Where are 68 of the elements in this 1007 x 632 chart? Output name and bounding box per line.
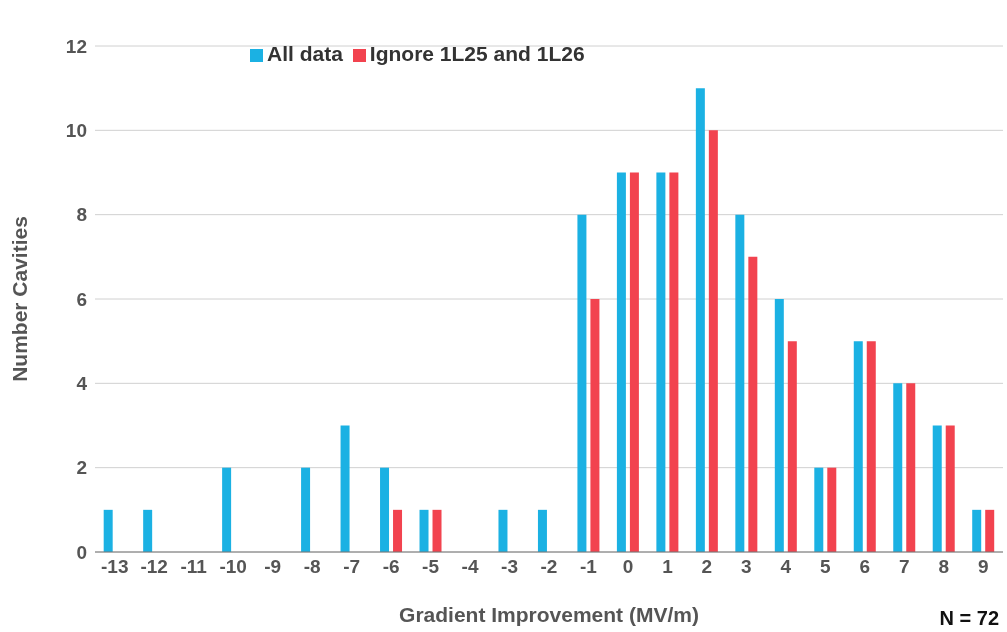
- bar: [708, 130, 718, 552]
- x-tick-label: 5: [820, 556, 832, 578]
- bar: [945, 425, 955, 552]
- bar: [222, 467, 232, 552]
- x-tick-label: -10: [219, 556, 247, 578]
- x-tick-label: 8: [938, 556, 950, 578]
- bar: [787, 341, 797, 552]
- bar: [774, 299, 784, 552]
- bar: [656, 172, 666, 552]
- bar: [380, 467, 390, 552]
- bar: [537, 509, 547, 552]
- bar: [932, 425, 942, 552]
- bar: [577, 214, 587, 552]
- x-tick-label: -3: [501, 556, 518, 578]
- bar: [748, 256, 758, 552]
- y-tick-label: 6: [76, 288, 87, 310]
- x-tick-label: -12: [140, 556, 168, 578]
- x-tick-label: -11: [180, 556, 208, 578]
- bar: [498, 509, 508, 552]
- bar: [735, 214, 745, 552]
- legend-label: Ignore 1L25 and 1L26: [369, 42, 585, 65]
- x-tick-label: -7: [343, 556, 361, 578]
- x-tick-label: 4: [780, 556, 792, 578]
- y-tick-label: 12: [65, 35, 87, 57]
- bar: [301, 467, 311, 552]
- bar: [432, 509, 442, 552]
- x-tick-label: 9: [977, 556, 989, 578]
- bar: [616, 172, 626, 552]
- y-tick-label: 8: [76, 204, 87, 226]
- x-tick-label: 2: [701, 556, 713, 578]
- bar: [669, 172, 679, 552]
- y-tick-label: 4: [76, 373, 88, 395]
- bar: [103, 509, 113, 552]
- text: N = 72: [939, 607, 999, 630]
- x-tick-label: 7: [899, 556, 910, 578]
- bar: [893, 383, 903, 552]
- bar: [906, 383, 916, 552]
- x-tick-label: -5: [422, 556, 440, 578]
- x-tick-label: -4: [461, 556, 479, 578]
- bar: [695, 88, 705, 552]
- bar: [814, 467, 824, 552]
- bar: [629, 172, 639, 552]
- bar: [866, 341, 876, 552]
- y-tick-label: 2: [76, 457, 87, 479]
- y-tick-label: 10: [65, 120, 87, 142]
- x-tick-label: 3: [741, 556, 752, 578]
- y-axis-title: Number Cavities: [8, 216, 32, 382]
- x-tick-label: 0: [622, 556, 634, 578]
- x-tick-label: -13: [101, 556, 129, 578]
- x-tick-label: 1: [662, 556, 674, 578]
- bar: [972, 509, 982, 552]
- x-tick-label: 6: [859, 556, 871, 578]
- bar: [419, 509, 429, 552]
- bar: [827, 467, 837, 552]
- x-tick-label: -6: [382, 556, 400, 578]
- bar: [340, 425, 350, 552]
- x-tick-label: -1: [580, 556, 598, 578]
- x-axis-title: Gradient Improvement (MV/m): [399, 603, 699, 626]
- x-tick-label: -9: [264, 556, 282, 578]
- x-tick-label: -8: [303, 556, 321, 578]
- y-tick-label: 0: [76, 541, 87, 563]
- legend-label: All data: [267, 42, 343, 65]
- bar: [590, 299, 600, 552]
- bar: [985, 509, 995, 552]
- bar: [143, 509, 153, 552]
- x-tick-label: -2: [540, 556, 558, 578]
- bar: [393, 509, 403, 552]
- bar: [853, 341, 863, 552]
